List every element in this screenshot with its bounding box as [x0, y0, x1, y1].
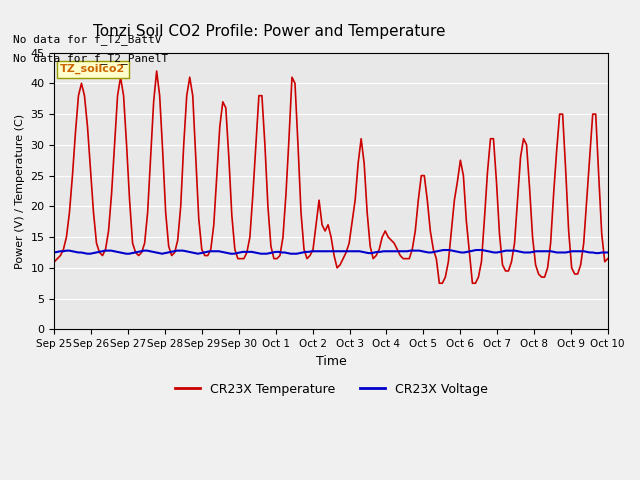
CR23X Voltage: [478, 247, 486, 253]
CR23X Temperature: [171, 250, 179, 255]
CR23X Temperature: [138, 250, 145, 255]
CR23X Temperature: [153, 68, 161, 74]
CR23X Voltage: [374, 249, 381, 255]
Text: Tonzi Soil CO2 Profile: Power and Temperature: Tonzi Soil CO2 Profile: Power and Temper…: [93, 24, 445, 39]
CR23X Temperature: [514, 197, 522, 203]
Text: No data for f_T2_BattV: No data for f_T2_BattV: [13, 34, 161, 45]
CR23X Voltage: [440, 247, 447, 253]
Line: CR23X Voltage: CR23X Voltage: [54, 250, 608, 254]
Text: TZ_soilco2: TZ_soilco2: [60, 64, 125, 74]
CR23X Voltage: [604, 250, 612, 255]
Legend: CR23X Temperature, CR23X Voltage: CR23X Temperature, CR23X Voltage: [170, 378, 493, 401]
Text: No data for f_T2_PanelT: No data for f_T2_PanelT: [13, 53, 168, 64]
CR23X Temperature: [285, 136, 293, 142]
CR23X Temperature: [604, 256, 612, 262]
CR23X Voltage: [51, 250, 58, 255]
X-axis label: Time: Time: [316, 355, 346, 368]
CR23X Temperature: [435, 280, 443, 286]
CR23X Voltage: [138, 248, 145, 254]
CR23X Voltage: [565, 249, 573, 255]
CR23X Voltage: [317, 248, 324, 254]
CR23X Voltage: [83, 251, 91, 257]
Y-axis label: Power (V) / Temperature (C): Power (V) / Temperature (C): [15, 113, 25, 268]
CR23X Voltage: [397, 248, 405, 254]
CR23X Temperature: [429, 247, 437, 252]
CR23X Temperature: [51, 259, 58, 264]
Line: CR23X Temperature: CR23X Temperature: [54, 71, 608, 283]
CR23X Temperature: [174, 237, 182, 243]
